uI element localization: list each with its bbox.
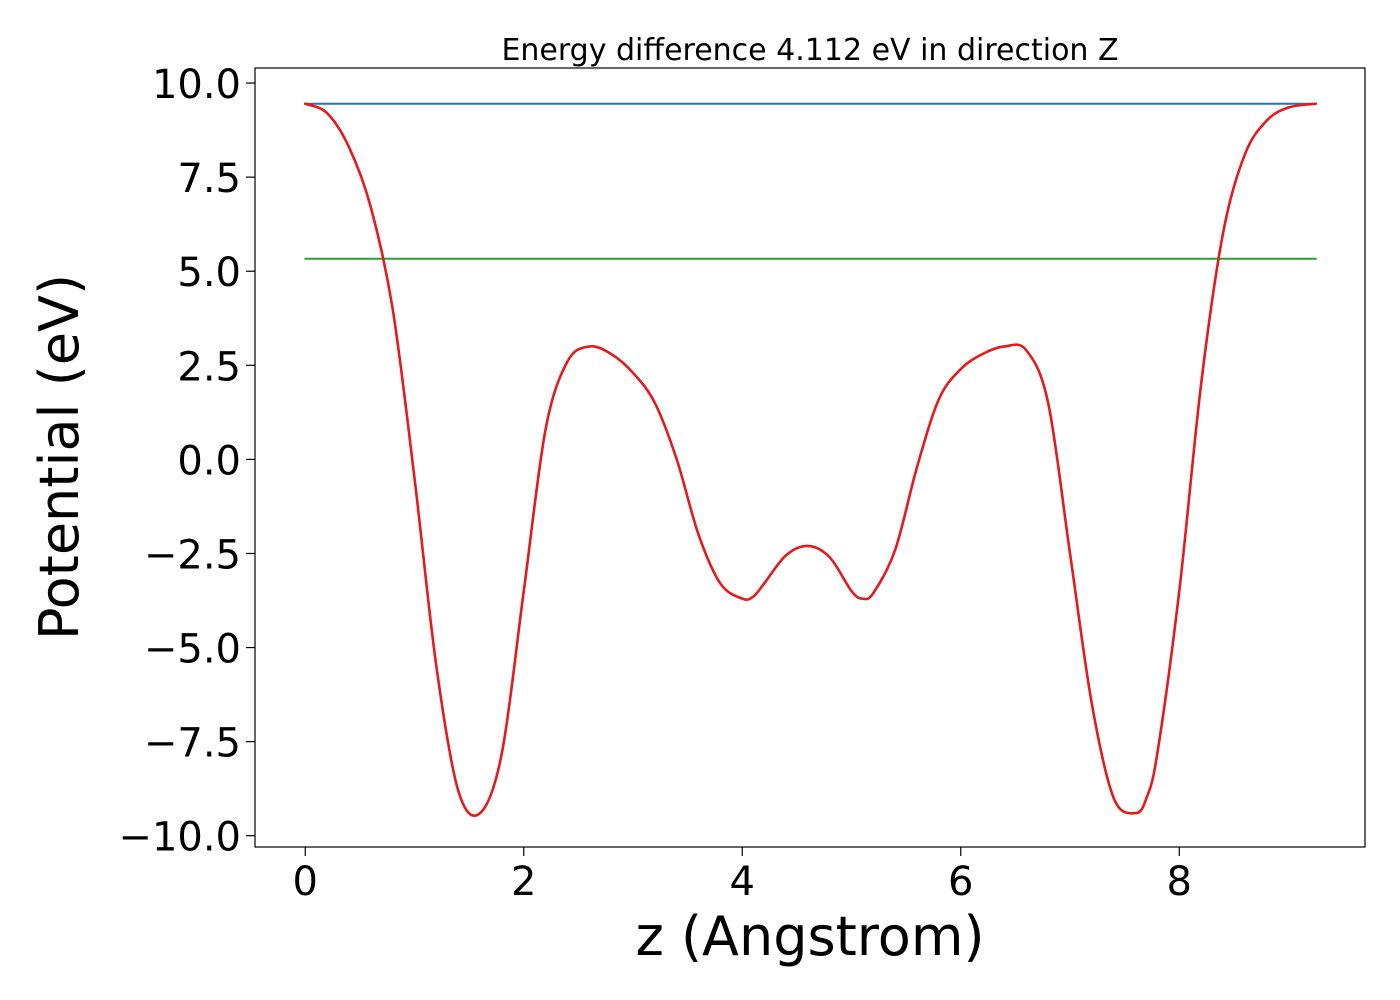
x-tick-label: 2 [511, 859, 536, 905]
y-tick-label: −2.5 [144, 532, 241, 578]
y-tick-label: 10.0 [152, 62, 241, 108]
axes-frame [254, 67, 1366, 848]
y-tick-label: 5.0 [177, 250, 241, 296]
x-axis-label: z (Angstrom) [635, 905, 984, 968]
y-tick-label: 2.5 [177, 344, 241, 390]
y-tick-label: 0.0 [177, 438, 241, 484]
x-tick-label: 0 [293, 859, 318, 905]
plot-area [303, 102, 1318, 817]
series-line-2 [303, 102, 1318, 817]
chart-title: Energy difference 4.112 eV in direction … [501, 33, 1118, 68]
x-axis: 0 2 4 6 8 [293, 847, 1192, 905]
x-tick-label: 8 [1167, 859, 1192, 905]
x-tick-label: 6 [948, 859, 973, 905]
x-tick-label: 4 [730, 859, 755, 905]
y-tick-label: −10.0 [118, 815, 241, 861]
y-tick-label: −5.0 [144, 627, 241, 673]
y-tick-label: −7.5 [144, 721, 241, 767]
y-axis: 10.0 7.5 5.0 2.5 0.0 −2.5 −5.0 −7.5 −10.0 [118, 62, 255, 861]
y-axis-label: Potential (eV) [28, 274, 91, 640]
y-tick-label: 7.5 [177, 156, 241, 202]
